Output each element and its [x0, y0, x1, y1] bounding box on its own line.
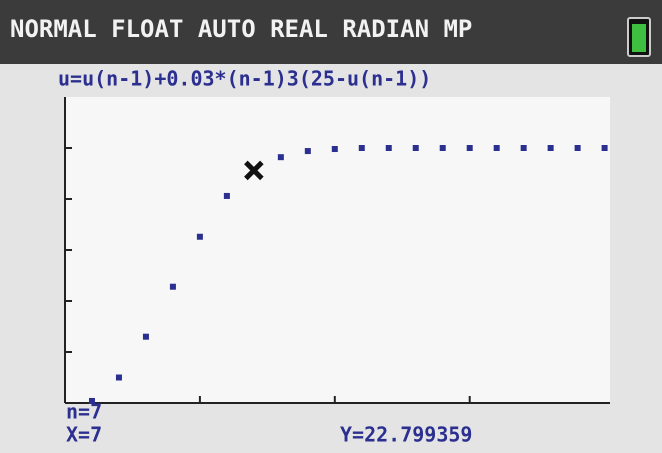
- battery-level: [632, 24, 646, 52]
- point: [88, 397, 95, 404]
- point: [304, 148, 311, 155]
- point: [142, 333, 149, 340]
- point: [520, 145, 527, 151]
- point: [277, 154, 284, 161]
- plot-area: [65, 97, 610, 403]
- readout-n: n=7: [66, 400, 102, 424]
- point: [493, 145, 500, 151]
- point: [574, 145, 581, 151]
- point: [331, 146, 338, 153]
- point: [547, 145, 554, 151]
- point: [601, 145, 608, 151]
- point: [115, 374, 122, 381]
- point: [196, 233, 203, 240]
- point: [466, 145, 473, 151]
- point: [385, 145, 392, 151]
- point: [169, 283, 176, 290]
- readout-x: X=7: [66, 423, 102, 447]
- point: [439, 145, 446, 151]
- point: [412, 145, 419, 151]
- status-bar: [0, 0, 662, 64]
- trace-cursor: [244, 160, 264, 181]
- trace-cursor-stroke: [244, 160, 264, 181]
- status-text: NORMAL FLOAT AUTO REAL RADIAN MP: [10, 15, 472, 43]
- point: [358, 145, 365, 151]
- readout-y: Y=22.799359: [340, 423, 472, 447]
- point: [223, 192, 230, 199]
- sequence-formula: u=u(n-1)+0.03*(n-1)3(25-u(n-1)): [58, 67, 431, 91]
